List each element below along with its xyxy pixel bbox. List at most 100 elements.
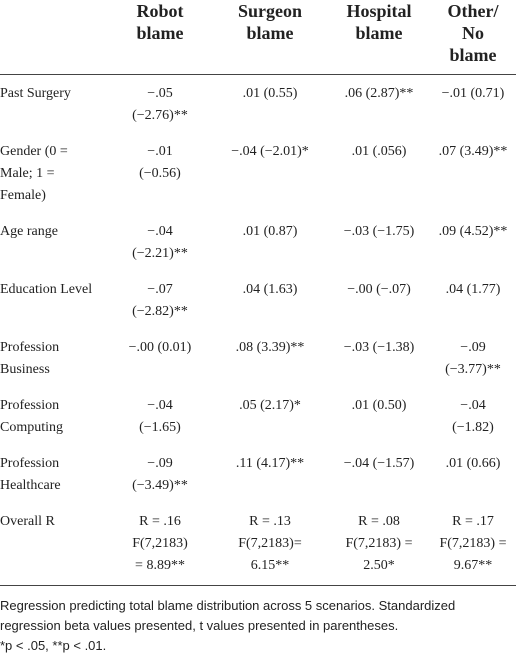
value-cell: .06 (2.87)** [328, 75, 430, 134]
cell-line: Robot [136, 1, 184, 21]
value-cell: −.04 (−2.21)** [108, 213, 212, 271]
value-cell: .07 (3.49)** [430, 133, 516, 213]
row-label: Gender (0 = Male; 1 = Female) [0, 133, 108, 213]
value-cell: −.03 (−1.38) [328, 329, 430, 387]
cell-line: blame [355, 23, 403, 43]
value-cell: −.04 (−1.82) [430, 387, 516, 445]
value-cell: −.04 (−2.01)* [212, 133, 328, 213]
cell-line: (−2.82)** [132, 304, 188, 319]
table-row: Profession Business −.00 (0.01) .08 (3.39)*… [0, 329, 516, 387]
table-row: Gender (0 = Male; 1 = Female) −.01 (−0.56) −.… [0, 133, 516, 213]
cell-line: Gender (0 = [0, 144, 68, 159]
cell-line: .01 (0.50) [351, 398, 407, 413]
row-label: Profession Business [0, 329, 108, 387]
value-cell: −.04 (−1.57) [328, 445, 430, 503]
table-row: Profession Computing −.04 (−1.65) .05 (2.17)… [0, 387, 516, 445]
cell-line: F(7,2183) = [439, 536, 507, 551]
cell-line: Age range [0, 224, 58, 239]
cell-line: 6.15** [250, 558, 290, 573]
cell-line: .04 (1.77) [445, 282, 501, 297]
cell-line: Past Surgery [0, 86, 71, 101]
cell-line: Other/ [447, 1, 499, 21]
header-cell [0, 0, 108, 75]
value-cell: −.09 (−3.49)** [108, 445, 212, 503]
cell-line: .01 (0.55) [242, 86, 298, 101]
value-cell: R = .16 F(7,2183) = 8.89** [108, 503, 212, 586]
cell-line: (−1.65) [139, 420, 181, 435]
cell-line: .06 (2.87)** [344, 86, 414, 101]
table-row: Age range −.04 (−2.21)** .01 (0.87) −.03 (−1… [0, 213, 516, 271]
note: Regression predicting total blame distri… [0, 598, 456, 633]
cell-line: −.01 [147, 144, 173, 159]
cell-line: .04 (1.63) [242, 282, 298, 297]
cell-line: .08 (3.39)** [235, 340, 305, 355]
value-cell: −.03 (−1.75) [328, 213, 430, 271]
cell-line: Profession [0, 340, 60, 355]
cell-line: Hospital [346, 1, 412, 21]
table-notes: Regression predicting total blame distri… [0, 596, 516, 656]
cell-line: −.09 [460, 340, 486, 355]
row-label: Profession Healthcare [0, 445, 108, 503]
cell-line: .01 (0.87) [242, 224, 298, 239]
cell-line: Business [0, 362, 50, 377]
header-cell: Robot blame [108, 0, 212, 75]
value-cell: −.04 (−1.65) [108, 387, 212, 445]
table-body: Past Surgery −.05 (−2.76)** .01 (0.55) .06 (… [0, 75, 516, 586]
regression-table: Robot blame Surgeon blame Hospital blame Other… [0, 0, 516, 586]
cell-line: −.01 (0.71) [441, 86, 505, 101]
value-cell: .01 (0.50) [328, 387, 430, 445]
cell-line: −.04 [147, 398, 173, 413]
row-label: Past Surgery [0, 75, 108, 134]
cell-line: −.04 (−1.57) [343, 456, 415, 471]
note: *p < .05, **p < .01. [0, 638, 107, 653]
value-cell: .01 (0.55) [212, 75, 328, 134]
cell-line: −.09 [147, 456, 173, 471]
cell-line: Education Level [0, 282, 93, 297]
header-cell: Surgeon blame [212, 0, 328, 75]
cell-line: .11 (4.17)** [235, 456, 305, 471]
cell-line: R = .08 [358, 514, 400, 529]
cell-line: Computing [0, 420, 64, 435]
value-cell: .01 (.056) [328, 133, 430, 213]
value-cell: .01 (0.66) [430, 445, 516, 503]
cell-line: (−3.49)** [132, 478, 188, 493]
table-row: Past Surgery −.05 (−2.76)** .01 (0.55) .06 (… [0, 75, 516, 134]
cell-line: Surgeon [237, 1, 302, 21]
cell-line: .01 (.056) [351, 144, 407, 159]
cell-line: .09 (4.52)** [438, 224, 508, 239]
value-cell: −.09 (−3.77)** [430, 329, 516, 387]
cell-line: F(7,2183) = [345, 536, 413, 551]
cell-line: F(7,2183) [132, 536, 188, 551]
cell-line: Profession [0, 398, 60, 413]
cell-line: Healthcare [0, 478, 61, 493]
cell-line: 2.50* [363, 558, 395, 573]
value-cell: .01 (0.87) [212, 213, 328, 271]
cell-line: Female) [0, 188, 46, 203]
header-row: Robot blame Surgeon blame Hospital blame Other… [0, 0, 516, 75]
value-cell: −.00 (−.07) [328, 271, 430, 329]
cell-line: (−0.56) [139, 166, 181, 181]
cell-line: No [462, 23, 484, 43]
value-cell: −.01 (−0.56) [108, 133, 212, 213]
cell-line: −.07 [147, 282, 173, 297]
cell-line: blame [136, 23, 184, 43]
cell-line: −.05 [147, 86, 173, 101]
cell-line: −.03 (−1.38) [343, 340, 415, 355]
cell-line: (−3.77)** [445, 362, 501, 377]
cell-line: blame [246, 23, 294, 43]
value-cell: .08 (3.39)** [212, 329, 328, 387]
header-cell: Hospital blame [328, 0, 430, 75]
cell-line: (−2.76)** [132, 108, 188, 123]
cell-line: −.04 [460, 398, 486, 413]
table-row: Education Level −.07 (−2.82)** .04 (1.63) −.… [0, 271, 516, 329]
cell-line: −.04 (−2.01)* [231, 144, 309, 159]
value-cell: −.00 (0.01) [108, 329, 212, 387]
table-row: Profession Healthcare −.09 (−3.49)** .11 (4.… [0, 445, 516, 503]
cell-line: blame [449, 45, 497, 65]
cell-line: R = .13 [249, 514, 291, 529]
row-label: Age range [0, 213, 108, 271]
cell-line: Overall R [0, 514, 55, 529]
value-cell: .04 (1.63) [212, 271, 328, 329]
cell-line: .07 (3.49)** [438, 144, 508, 159]
